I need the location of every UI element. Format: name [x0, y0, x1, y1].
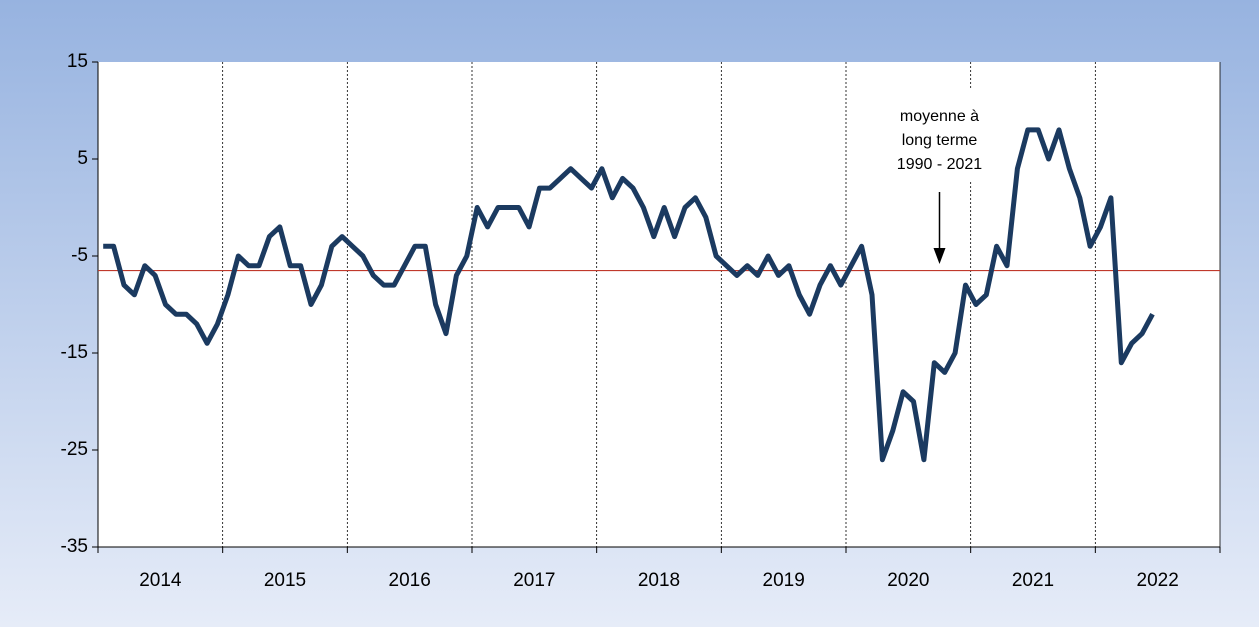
x-tick-label: 2022 [1137, 570, 1179, 591]
x-tick-label: 2017 [513, 570, 555, 591]
x-tick-label: 2016 [389, 570, 431, 591]
y-tick-label: -15 [61, 342, 88, 363]
y-tick-label: -35 [61, 536, 88, 557]
x-tick-label: 2014 [139, 570, 182, 591]
x-tick-label: 2015 [264, 570, 306, 591]
annotation: long terme [902, 132, 978, 149]
y-tick-label: 5 [77, 148, 88, 169]
y-tick-label: -5 [71, 245, 88, 266]
line [103, 127, 1155, 463]
x-tick-label: 2021 [1012, 570, 1054, 591]
plot-area [98, 62, 1220, 547]
x-tick-label: 2020 [887, 570, 929, 591]
x-tick-label: 2019 [763, 570, 805, 591]
annotation: 1990 - 2021 [897, 156, 983, 173]
annotation-arrowhead [933, 248, 946, 264]
annotation-bg [854, 90, 1025, 182]
x-tick-label: 2018 [638, 570, 680, 591]
annotation: moyenne à [900, 108, 979, 125]
y-tick-label: 15 [67, 51, 88, 72]
y-tick-label: -25 [61, 439, 88, 460]
